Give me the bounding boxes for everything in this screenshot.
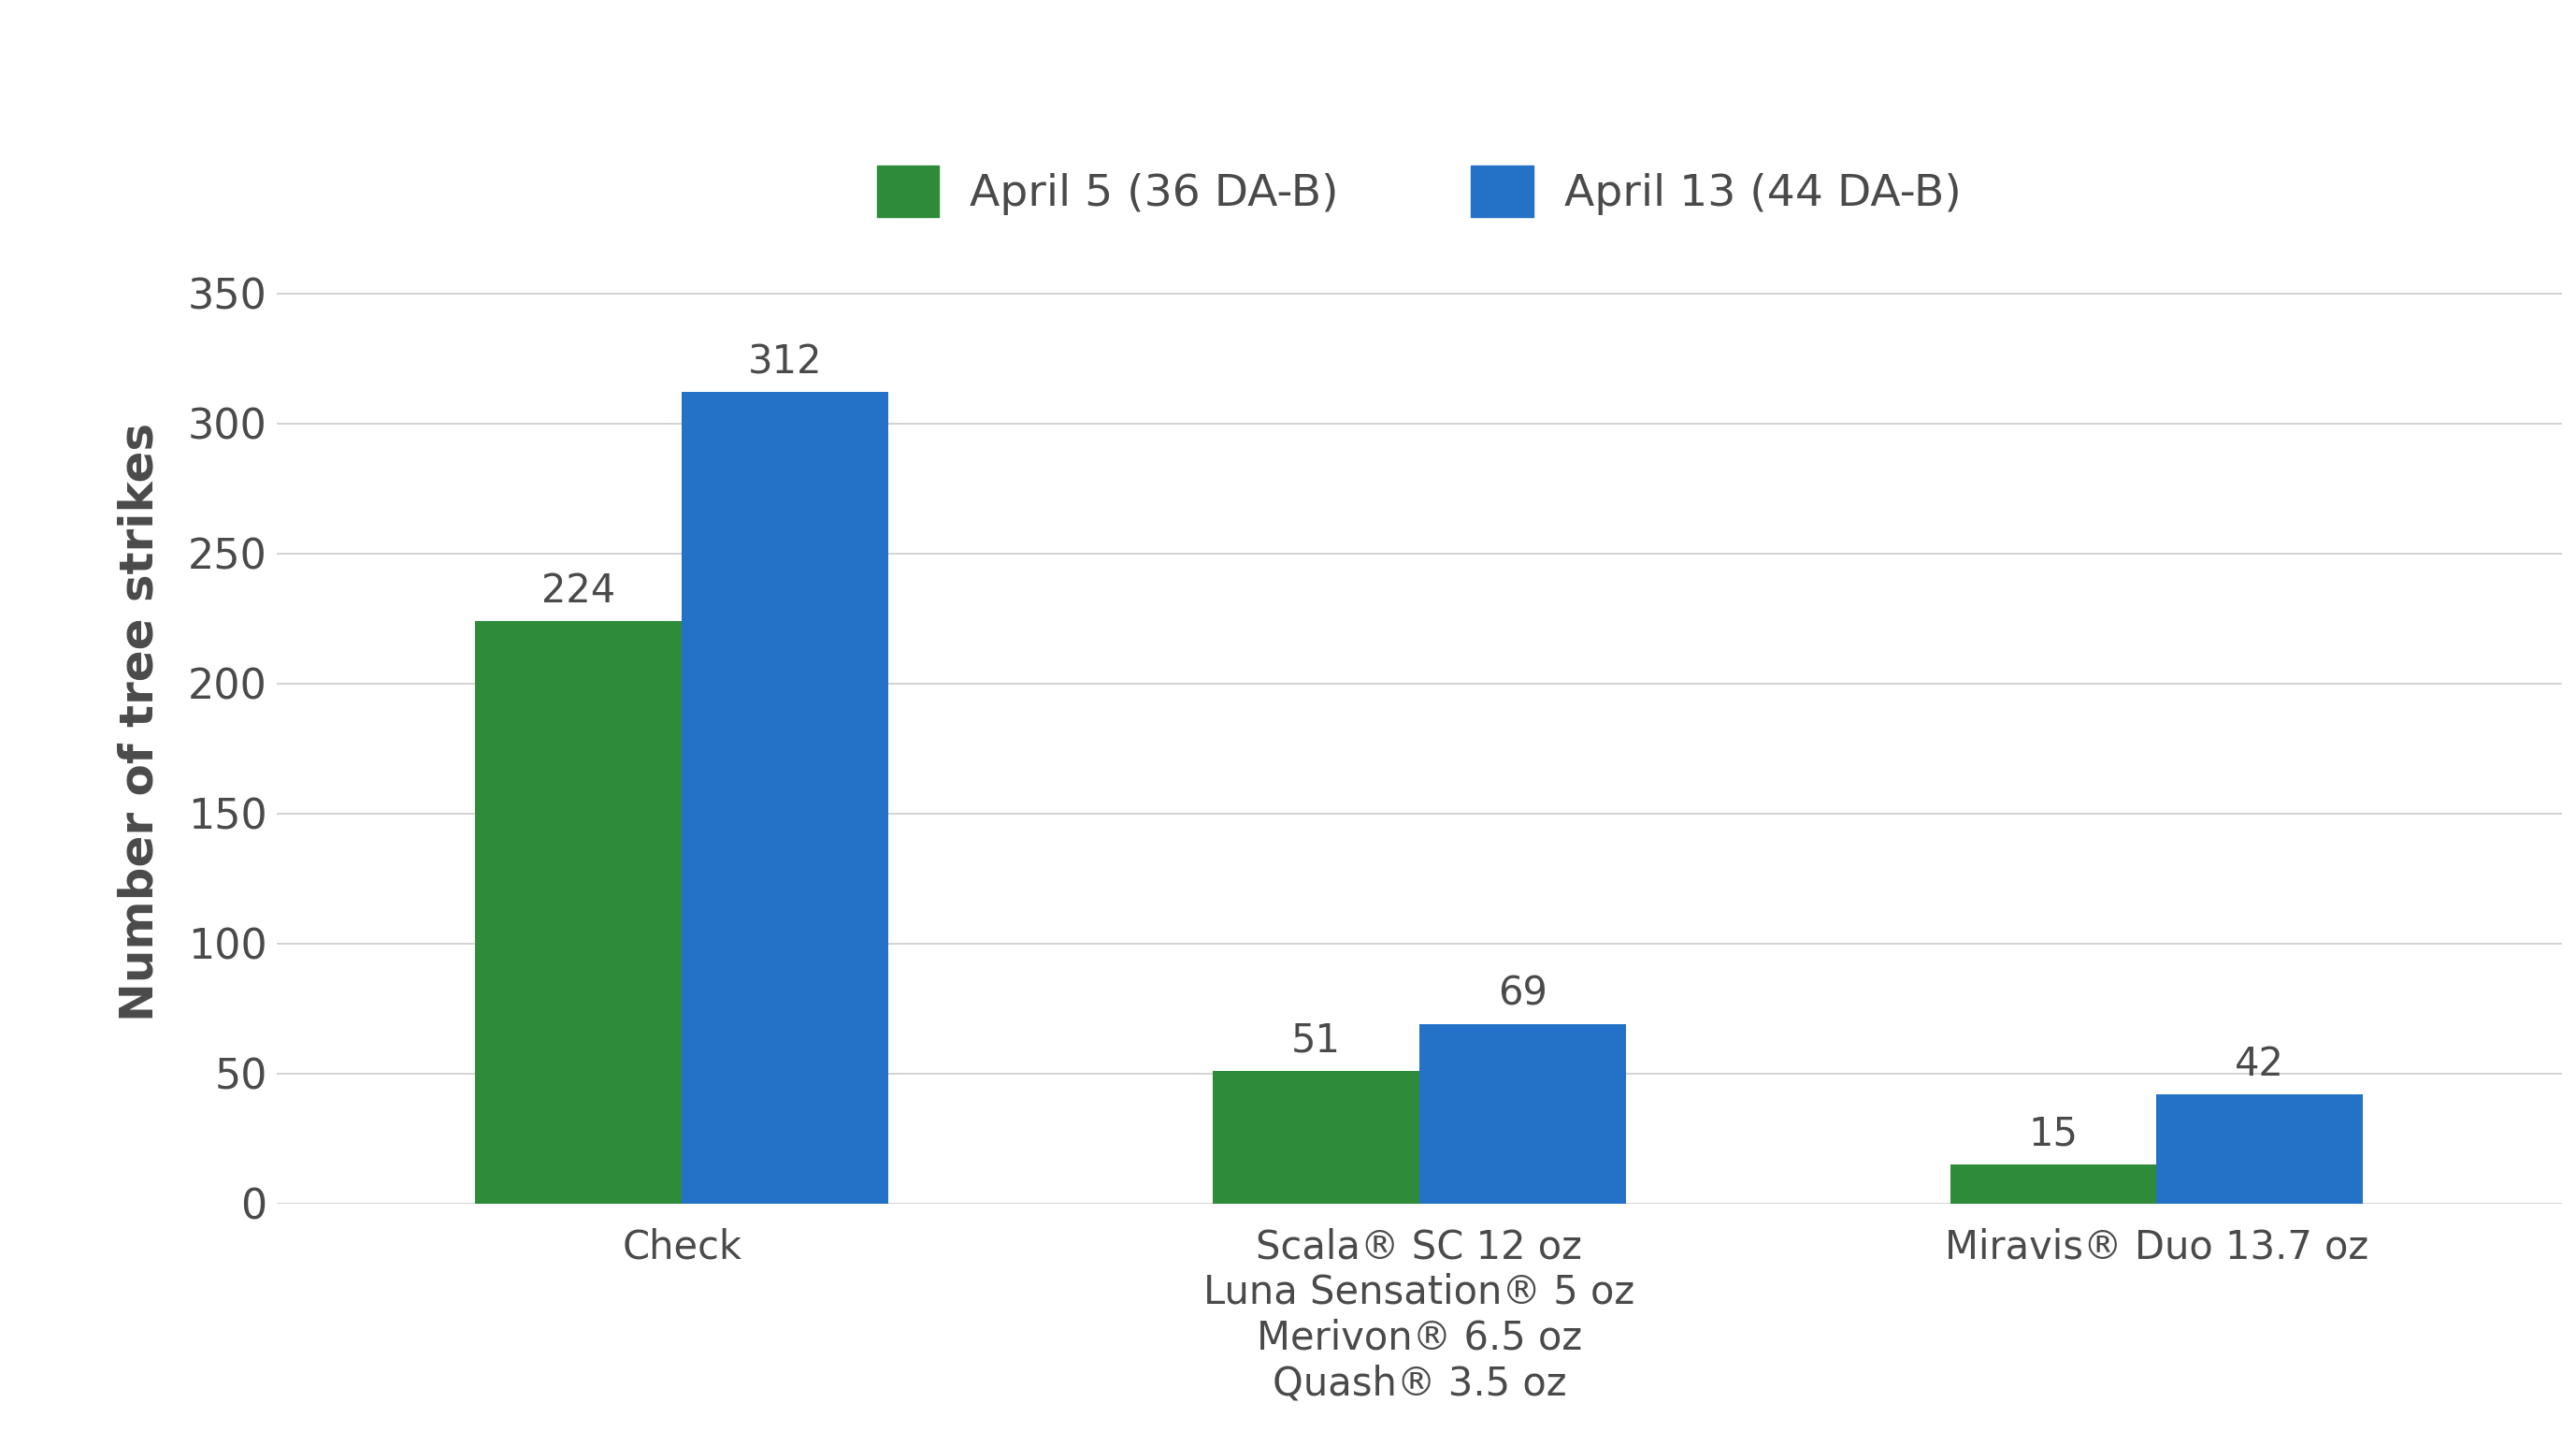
- Text: 312: 312: [747, 343, 822, 382]
- Text: 69: 69: [1497, 975, 1548, 1014]
- Y-axis label: Number of tree strikes: Number of tree strikes: [116, 422, 162, 1022]
- Bar: [2156, 1095, 2362, 1203]
- Text: 15: 15: [2027, 1115, 2079, 1154]
- Bar: [477, 620, 683, 1203]
- Text: 224: 224: [541, 571, 616, 610]
- Legend: April 5 (36 DA-B), April 13 (44 DA-B): April 5 (36 DA-B), April 13 (44 DA-B): [860, 147, 1978, 234]
- Text: 42: 42: [2236, 1044, 2285, 1083]
- Bar: [1419, 1024, 1625, 1203]
- Bar: [1950, 1164, 2156, 1203]
- Bar: [683, 392, 889, 1203]
- Text: 51: 51: [1291, 1021, 1340, 1060]
- Bar: [1213, 1070, 1419, 1203]
